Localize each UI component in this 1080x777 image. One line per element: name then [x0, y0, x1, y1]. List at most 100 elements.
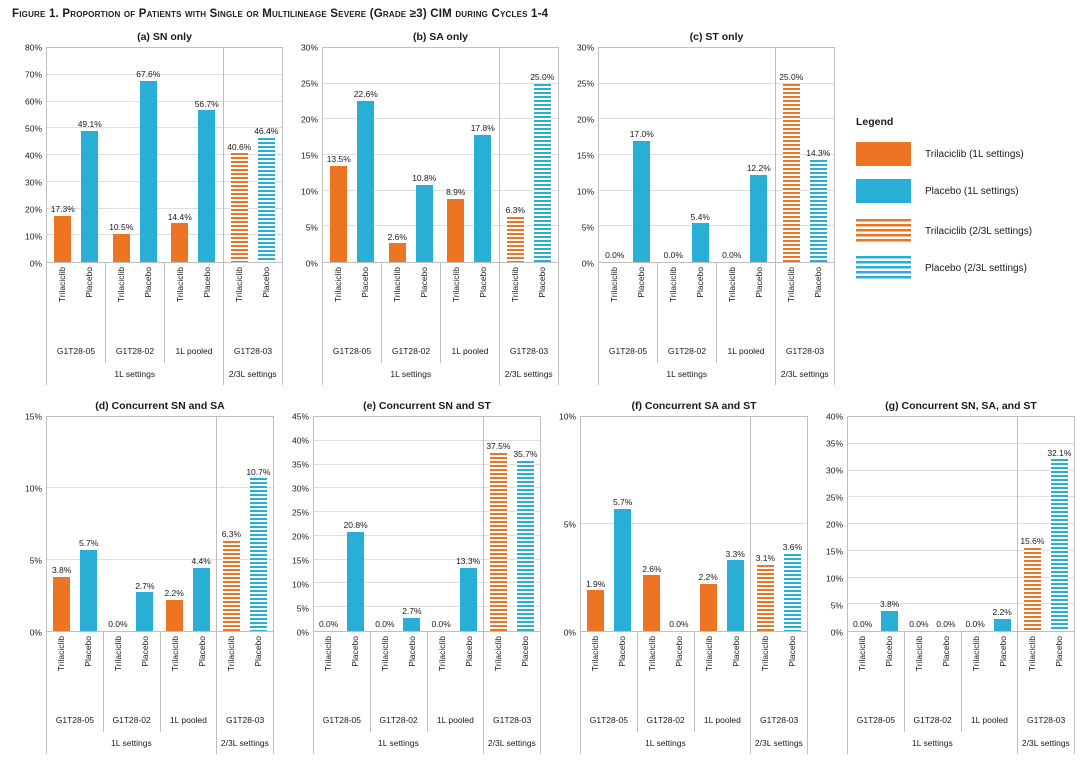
gridline: [323, 82, 558, 84]
bar-value-label: 2.2%: [698, 572, 718, 583]
bar-group: 3.1% 3.6%: [749, 417, 807, 631]
bar-value-label: 0.0%: [909, 619, 929, 630]
placebo-bar: [459, 567, 477, 631]
bar-category-label: Trilaciclib: [703, 636, 714, 672]
placebo-bar: [750, 174, 768, 262]
bar-value-label: 67.6%: [136, 69, 161, 80]
group-label: G1T28-03: [785, 346, 825, 356]
gridline: [599, 189, 834, 191]
bar-value-label: 14.4%: [167, 211, 192, 222]
y-tick-label: 30%: [576, 41, 594, 52]
placebo-bar: [533, 83, 551, 262]
bar-value-label: 3.3%: [725, 548, 745, 559]
group-label: G1T28-05: [589, 715, 629, 725]
bar-group: 8.9% 17.8%: [440, 48, 499, 262]
bar-category-label: Trilaciclib: [590, 636, 601, 672]
y-tick-label: 30%: [300, 41, 318, 52]
setting-label: 1L settings: [598, 363, 776, 385]
bar-value-label: 46.4%: [254, 126, 279, 137]
placebo-bar: [726, 560, 744, 631]
gridline: [314, 439, 540, 441]
bar-group: 0.0% 2.7%: [103, 417, 159, 631]
bar-group: 2.6% 10.8%: [382, 48, 441, 262]
bar-group: 2.6% 0.0%: [637, 417, 693, 631]
bar-value-label: 4.4%: [191, 556, 211, 567]
bar-group: 15.6% 32.1%: [1016, 417, 1074, 631]
setting-label: 2/3L settings: [224, 363, 283, 385]
chart-title: (g) Concurrent SN, SA, and ST: [885, 400, 1037, 412]
y-tick-label: 25%: [576, 77, 594, 88]
bar-category-label: Placebo: [139, 636, 150, 667]
y-tick-label: 25%: [291, 506, 309, 517]
bar-category-label: Trilaciclib: [112, 636, 123, 672]
setting-label: 1L settings: [46, 732, 217, 754]
placebo-bar: [783, 553, 801, 631]
plot-area: 0.0% 17.0% 0.0% 5.4% 0.0% 12.2% 25.0% 14.3%: [598, 47, 835, 263]
bar-category-label: Trilaciclib: [175, 267, 186, 303]
bar-group: 0.0% 5.4%: [658, 48, 717, 262]
bar-group: 17.3% 49.1%: [47, 48, 106, 262]
placebo-bar: [516, 461, 534, 631]
y-tick-label: 0%: [563, 626, 576, 637]
y-tick-label: 5%: [830, 599, 843, 610]
bar-value-label: 22.6%: [353, 89, 378, 100]
setting-label: 2/3L settings: [217, 732, 274, 754]
gridline: [47, 558, 273, 560]
bar-category-label: Placebo: [196, 636, 207, 667]
y-tick-label: 5%: [563, 518, 576, 529]
bar-value-label: 2.2%: [992, 607, 1012, 618]
bar-value-label: 3.8%: [51, 565, 72, 576]
placebo-bar: [80, 549, 98, 631]
group-label: 1L pooled: [169, 715, 207, 725]
trilaciclib-bar: [699, 583, 717, 631]
bar-group: 2.2% 4.4%: [160, 417, 216, 631]
y-axis: 0% 5% 10% 15% 20% 25% 30% 35% 40% 45%: [279, 412, 313, 636]
legend-item: Placebo (2/3L settings): [856, 256, 1032, 280]
bar-value-label: 2.2%: [164, 587, 184, 598]
trilaciclib-bar: [171, 223, 189, 262]
bar-value-label: 0.0%: [431, 619, 451, 630]
y-tick-label: 80%: [24, 41, 42, 52]
trilaciclib-bar: [447, 198, 465, 262]
group-label: G1T28-03: [1026, 715, 1066, 725]
gridline: [323, 189, 558, 191]
bar-category-label: Placebo: [537, 267, 548, 298]
y-tick-label: 0%: [29, 257, 42, 268]
group-label: 1L pooled: [703, 715, 741, 725]
gridline: [581, 523, 807, 524]
gridline: [47, 154, 282, 155]
placebo-bar: [691, 223, 709, 262]
gridline: [848, 523, 1074, 524]
legend-item: Trilaciclib (1L settings): [856, 142, 1032, 166]
y-tick-label: 35%: [825, 437, 843, 448]
placebo-bar: [993, 619, 1011, 631]
y-tick-label: 70%: [24, 68, 42, 79]
y-tick-label: 10%: [291, 578, 309, 589]
bar-category-label: Trilaciclib: [970, 636, 981, 672]
legend-item-label: Placebo (1L settings): [925, 185, 1019, 197]
bar-group: 0.0% 12.2%: [716, 48, 775, 262]
bar-category-label: Trilaciclib: [451, 267, 462, 303]
setting-label: 1L settings: [313, 732, 484, 754]
gridline: [314, 511, 540, 513]
setting-label: 1L settings: [580, 732, 751, 754]
group-label: G1T28-03: [225, 715, 265, 725]
bar-category-label: Trilaciclib: [333, 267, 344, 303]
bar-value-label: 1.9%: [585, 578, 606, 589]
bar-group: 0.0% 13.3%: [427, 417, 483, 631]
placebo-bar: [474, 135, 492, 262]
group-label: 1L pooled: [970, 715, 1008, 725]
bar-value-label: 0.0%: [965, 619, 985, 630]
bar-value-label: 25.0%: [530, 71, 555, 82]
bar-group: 10.5% 67.6%: [106, 48, 165, 262]
bar-chart: (a) SN only 0% 10% 20% 30% 40% 50% 60% 70% 80% 17.…: [12, 30, 283, 385]
bar-category-label: Placebo: [202, 267, 213, 298]
gridline: [848, 603, 1074, 605]
bar-category-label: Placebo: [463, 636, 474, 667]
trilaciclib-bar: [112, 233, 130, 262]
y-tick-label: 30%: [825, 464, 843, 475]
chart-title: (d) Concurrent SN and SA: [95, 400, 225, 412]
bar-category-label: Placebo: [787, 636, 798, 667]
gridline: [314, 558, 540, 560]
bar-value-label: 37.5%: [486, 440, 511, 451]
